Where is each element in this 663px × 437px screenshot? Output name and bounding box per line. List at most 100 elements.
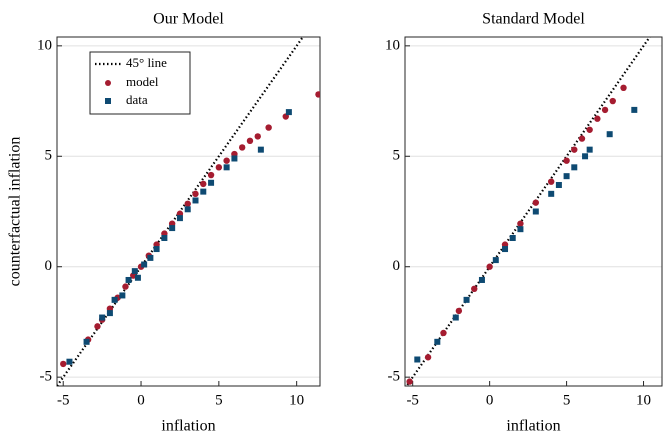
model-point	[406, 378, 413, 385]
legend-label: data	[126, 92, 148, 107]
legend-label: model	[126, 74, 159, 89]
data-point	[153, 246, 160, 253]
legend-label: 45° line	[126, 55, 167, 70]
model-point	[122, 283, 129, 290]
plot-area	[405, 37, 652, 386]
axes-box	[56, 36, 321, 387]
model-point	[578, 135, 586, 142]
x-tick-label: 0	[486, 392, 494, 408]
data-point	[452, 314, 459, 321]
data-point	[563, 173, 570, 180]
model-point	[586, 126, 593, 133]
model-point	[238, 144, 246, 151]
data-point	[66, 358, 73, 365]
data-point	[582, 153, 589, 160]
model-point	[246, 137, 254, 145]
model-point	[94, 323, 101, 330]
model-point	[265, 124, 272, 131]
y-tick-label: 5	[393, 148, 401, 164]
data-point	[134, 274, 141, 281]
y-axis-label: counterfactual inflation	[7, 137, 24, 287]
legend-marker	[105, 80, 111, 86]
data-point	[111, 296, 118, 303]
model-point	[315, 91, 320, 98]
data-point	[257, 146, 264, 153]
data-point	[125, 276, 132, 283]
x-tick-label: 0	[137, 392, 145, 408]
data-point	[131, 268, 138, 275]
data-point	[532, 208, 539, 215]
data-point	[83, 338, 90, 345]
data-point	[571, 164, 578, 171]
model-point	[455, 307, 463, 315]
y-tick-label: 10	[385, 37, 400, 53]
data-point	[192, 197, 199, 204]
model-point	[424, 354, 432, 361]
data-point	[184, 206, 191, 213]
model-point	[254, 133, 261, 140]
data-point	[161, 235, 168, 242]
x-axis-label: inflation	[161, 418, 215, 435]
model-point	[471, 285, 478, 293]
data-point	[548, 190, 555, 197]
y-tick-label: -5	[388, 369, 401, 385]
model-point	[601, 106, 609, 114]
y-tick-label: 10	[37, 37, 52, 53]
model-point	[571, 146, 578, 153]
model-point	[60, 360, 67, 368]
x-tick-label: 10	[289, 392, 304, 408]
model-point	[184, 200, 191, 207]
chart-title: Standard Model	[482, 11, 585, 28]
model-point	[594, 115, 601, 122]
model-point	[440, 329, 447, 337]
data-point	[586, 146, 593, 153]
data-point	[223, 164, 230, 171]
diagonal-line	[57, 37, 305, 386]
model-point	[215, 164, 223, 171]
data-point	[169, 225, 176, 232]
x-tick-label: -5	[406, 392, 419, 408]
y-tick-label: 0	[393, 258, 401, 274]
chart-title: Our Model	[153, 11, 224, 28]
model-point	[192, 190, 199, 198]
data-point	[502, 246, 509, 253]
data-point	[208, 179, 215, 186]
model-point	[547, 178, 555, 185]
data-point	[606, 131, 613, 138]
data-point	[517, 226, 524, 233]
data-point	[176, 215, 183, 222]
data-point	[463, 296, 470, 303]
data-point	[631, 106, 638, 113]
x-tick-label: 5	[215, 392, 223, 408]
data-point	[106, 310, 113, 317]
plot-area	[57, 37, 320, 386]
data-point	[147, 254, 154, 261]
data-point	[285, 109, 292, 116]
legend-marker	[105, 98, 111, 104]
data-point	[141, 261, 148, 268]
model-point	[223, 157, 230, 164]
model-point	[207, 171, 215, 179]
x-tick-label: -5	[57, 392, 70, 408]
x-tick-label: 10	[636, 392, 651, 408]
x-axis-label: inflation	[506, 418, 560, 435]
model-point	[517, 220, 524, 227]
data-point	[99, 314, 106, 321]
model-point	[532, 199, 540, 206]
data-point	[434, 338, 441, 345]
model-point	[563, 157, 570, 164]
data-point	[478, 276, 485, 283]
data-point	[200, 188, 207, 195]
model-point	[620, 84, 627, 92]
data-point	[555, 181, 562, 188]
model-point	[200, 180, 207, 188]
y-tick-label: -5	[40, 369, 53, 385]
data-point	[231, 155, 238, 162]
data-point	[492, 257, 499, 264]
model-point	[609, 97, 616, 105]
model-point	[486, 263, 493, 270]
y-tick-label: 5	[45, 148, 53, 164]
data-point	[414, 356, 421, 363]
y-tick-label: 0	[45, 258, 53, 274]
